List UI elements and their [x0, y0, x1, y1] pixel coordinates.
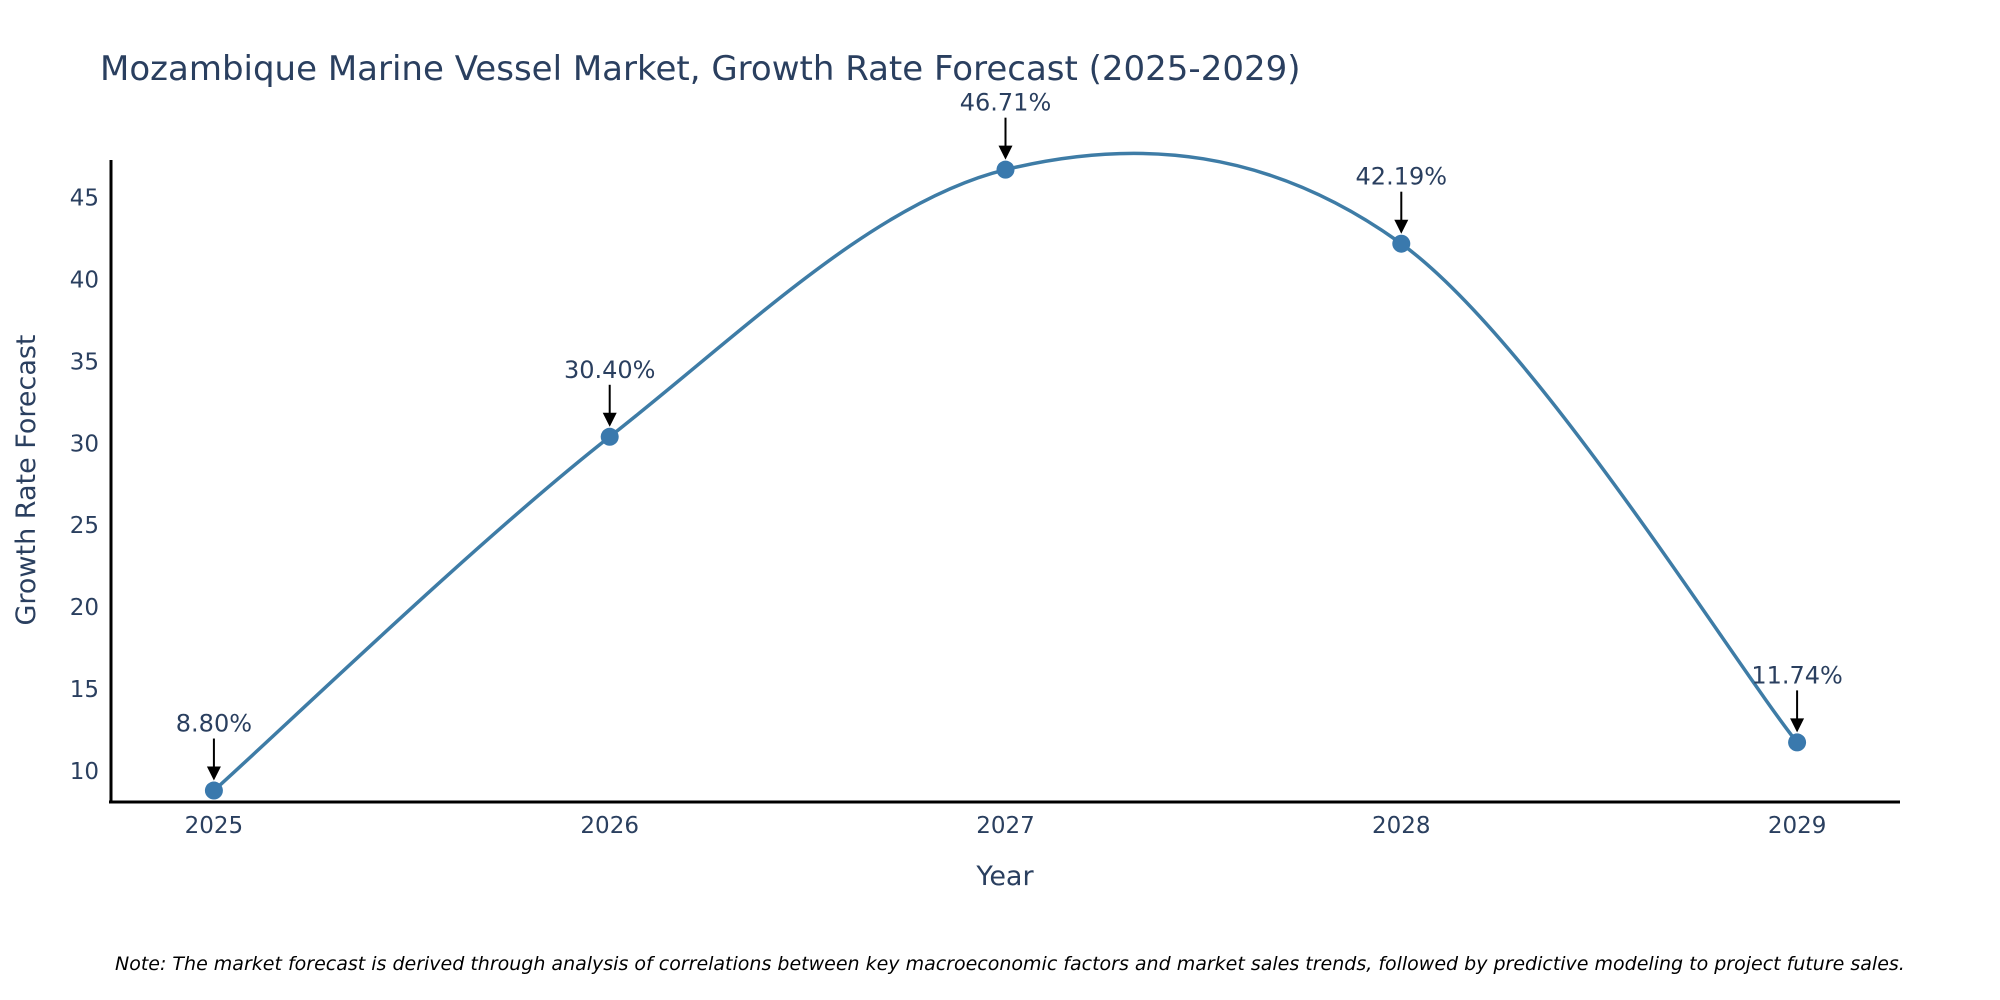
x-tick-label: 2029 — [1768, 813, 1827, 839]
annotation-arrow-head — [206, 766, 221, 781]
x-axis-title: Year — [975, 861, 1034, 892]
data-point — [996, 160, 1015, 179]
y-tick-label: 40 — [70, 268, 99, 294]
y-tick-label: 15 — [70, 677, 99, 703]
y-tick-label: 45 — [70, 186, 99, 212]
data-label: 11.74% — [1751, 661, 1843, 689]
y-axis-title: Growth Rate Forecast — [11, 334, 42, 625]
y-tick-label: 10 — [70, 759, 99, 785]
series-markers — [204, 160, 1807, 800]
y-tick-label: 35 — [70, 349, 99, 375]
x-tick-label: 2025 — [185, 813, 244, 839]
data-label: 8.80% — [176, 710, 252, 738]
y-tick-label: 30 — [70, 431, 99, 457]
chart-title: Mozambique Marine Vessel Market, Growth … — [100, 49, 1301, 89]
data-point — [1788, 733, 1807, 752]
data-label: 42.19% — [1356, 163, 1448, 191]
data-point — [600, 427, 619, 446]
x-axis-ticks: 2025 2026 2027 2028 2029 — [185, 813, 1827, 839]
data-point — [204, 781, 223, 800]
data-annotations: 8.80% 30.40% 46.71% 42.19% 11.74% — [176, 89, 1843, 781]
y-tick-label: 25 — [70, 513, 99, 539]
x-tick-label: 2027 — [976, 813, 1035, 839]
footnote: Note: The market forecast is derived thr… — [115, 953, 1905, 975]
data-label: 46.71% — [960, 89, 1052, 117]
y-tick-label: 20 — [70, 595, 99, 621]
x-tick-label: 2026 — [580, 813, 639, 839]
data-label: 30.40% — [564, 356, 656, 384]
annotation-arrow-head — [1394, 219, 1409, 234]
y-axis-ticks: 10 15 20 25 30 35 40 45 — [70, 186, 99, 785]
annotation-arrow-head — [602, 412, 617, 427]
annotation-arrow-head — [1790, 718, 1805, 733]
x-tick-label: 2028 — [1372, 813, 1431, 839]
annotation-arrow-head — [998, 145, 1013, 160]
data-point — [1392, 234, 1411, 253]
